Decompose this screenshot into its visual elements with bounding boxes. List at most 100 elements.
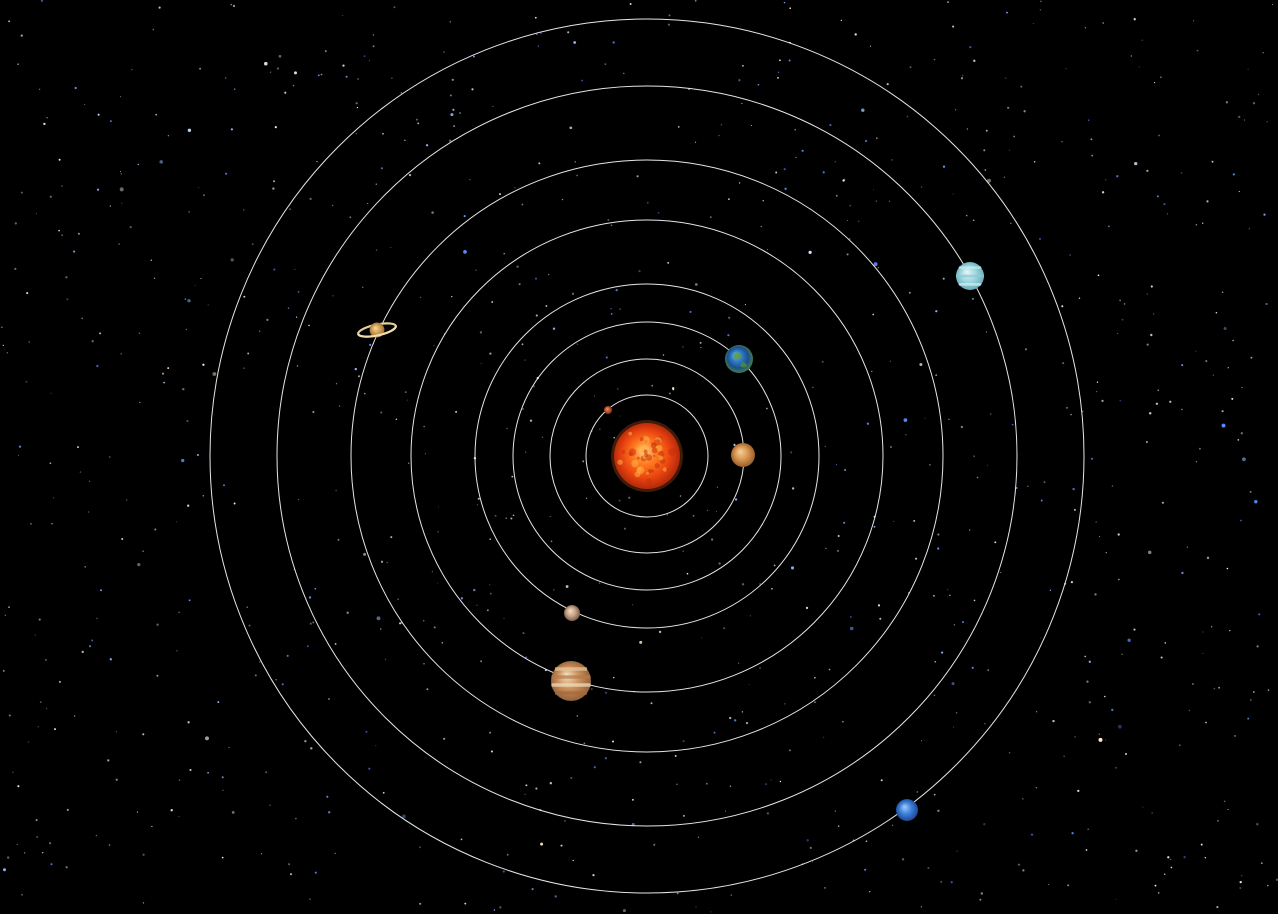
star: [142, 853, 145, 856]
star: [718, 562, 721, 565]
star: [448, 139, 452, 142]
star: [431, 211, 434, 214]
star: [1013, 135, 1016, 138]
star: [952, 25, 955, 28]
star: [288, 863, 291, 866]
star: [915, 557, 918, 560]
star: [224, 77, 227, 79]
star: [906, 115, 909, 118]
star: [1178, 744, 1181, 747]
star: [567, 31, 570, 34]
star: [266, 318, 269, 322]
star: [940, 880, 943, 884]
star: [415, 118, 418, 121]
star: [328, 811, 331, 814]
star: [1101, 191, 1105, 194]
star: [525, 451, 527, 453]
star: [1240, 874, 1243, 877]
star: [824, 887, 826, 889]
star: [1133, 628, 1136, 631]
star: [619, 308, 621, 310]
star: [1123, 303, 1126, 305]
star: [573, 41, 577, 44]
star: [81, 317, 84, 320]
star: [1200, 843, 1203, 846]
star: [779, 780, 782, 783]
star: [1181, 364, 1184, 367]
star: [8, 714, 11, 717]
star: [766, 248, 769, 251]
star: [1086, 680, 1089, 683]
star: [869, 45, 872, 47]
star: [741, 583, 745, 586]
star: [636, 175, 639, 178]
star: [1181, 571, 1184, 575]
star: [1217, 820, 1219, 822]
star: [733, 443, 736, 446]
star: [1153, 81, 1156, 84]
star: [479, 331, 483, 334]
star: [158, 6, 161, 9]
star: [1141, 39, 1144, 41]
star: [619, 415, 621, 417]
star: [937, 809, 940, 812]
star: [259, 661, 261, 663]
star: [491, 301, 494, 303]
star: [835, 194, 838, 197]
star: [356, 106, 359, 109]
star: [545, 305, 548, 307]
star: [529, 419, 533, 422]
star: [550, 540, 553, 543]
star: [668, 392, 671, 395]
star: [1170, 858, 1172, 861]
star: [17, 63, 19, 66]
star: [334, 852, 336, 854]
star: [161, 372, 165, 375]
star: [697, 836, 699, 838]
star: [189, 768, 192, 772]
star: [196, 453, 199, 457]
star: [1063, 755, 1065, 758]
star: [667, 261, 670, 264]
star: [699, 341, 702, 344]
star: [281, 683, 284, 686]
star: [1238, 190, 1240, 193]
star: [437, 582, 439, 584]
star: [1202, 222, 1204, 224]
star: [16, 844, 18, 846]
star: [1024, 348, 1028, 351]
star: [695, 141, 697, 143]
star: [866, 422, 870, 425]
star: [788, 749, 791, 752]
star: [369, 343, 372, 347]
star: [222, 484, 226, 487]
star: [952, 193, 954, 195]
star: [1118, 724, 1122, 729]
star: [100, 589, 102, 592]
star: [716, 486, 719, 488]
star: [181, 458, 185, 463]
star: [604, 757, 608, 760]
star: [1257, 93, 1259, 95]
star: [386, 561, 388, 564]
star: [865, 840, 868, 842]
star: [380, 411, 383, 414]
star: [598, 582, 601, 584]
star: [934, 660, 937, 663]
star: [516, 265, 519, 268]
star: [1047, 883, 1050, 886]
star: [345, 75, 348, 78]
star: [203, 194, 205, 196]
star: [493, 909, 496, 911]
star: [1040, 0, 1042, 3]
star: [20, 34, 23, 37]
star: [473, 588, 476, 592]
star: [1263, 213, 1266, 216]
star: [905, 434, 907, 436]
star: [463, 250, 467, 254]
star: [728, 198, 730, 201]
star: [304, 740, 307, 743]
star: [178, 816, 180, 818]
star: [489, 592, 492, 595]
